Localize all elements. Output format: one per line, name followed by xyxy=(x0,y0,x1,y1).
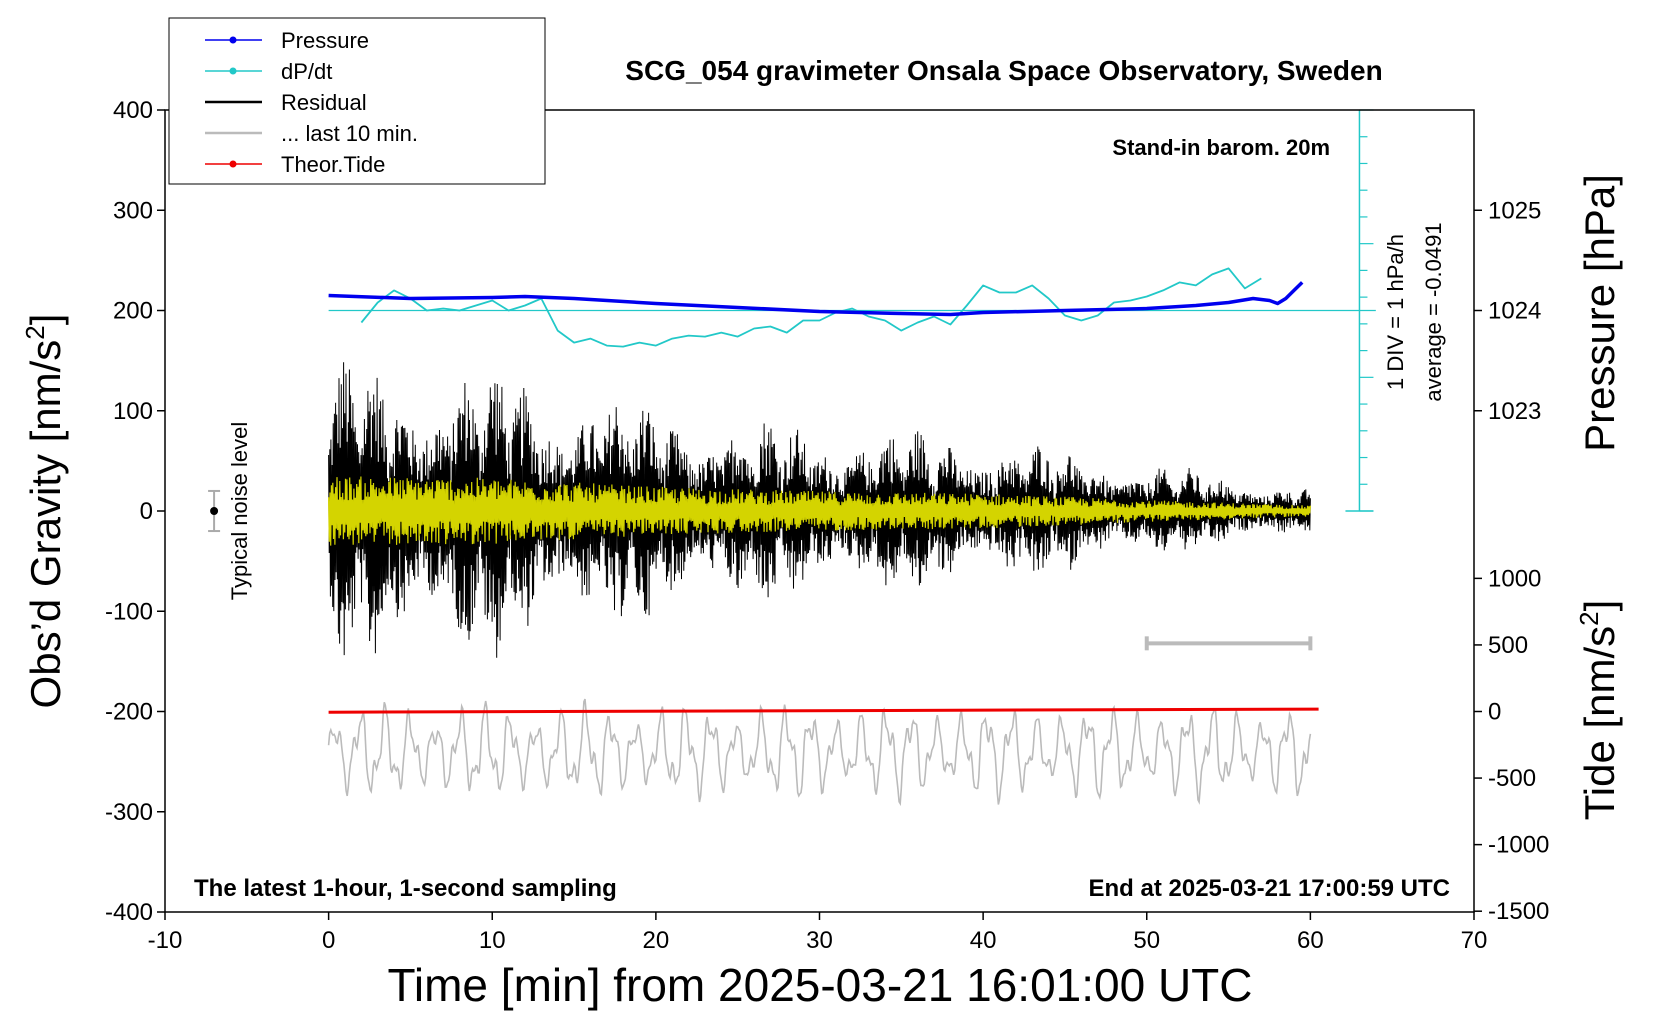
y-axis-title-left: Obs’d Gravity [nm/s2] xyxy=(20,314,69,709)
bottom-left-annotation: The latest 1-hour, 1-second sampling xyxy=(194,875,617,902)
x-tick-label: 60 xyxy=(1297,927,1324,954)
y-axis-title-tide-sup: 2 xyxy=(1574,611,1604,625)
y-tick-label: -400 xyxy=(105,899,153,926)
x-tick-label: -10 xyxy=(148,927,183,954)
x-tick-label: 10 xyxy=(479,927,506,954)
pressure-tick-label: 1024 xyxy=(1488,298,1541,325)
y-tick-label: -300 xyxy=(105,799,153,826)
bottom-right-annotation: End at 2025-03-21 17:00:59 UTC xyxy=(1089,875,1451,902)
x-tick-label: 20 xyxy=(643,927,670,954)
y-axis-title-pressure: Pressure [hPa] xyxy=(1576,174,1623,452)
y-axis-title-left-sup: 2 xyxy=(20,325,50,339)
last-10-min-line xyxy=(327,698,1312,807)
legend-items: Pressure dP/dt Residual ... last 10 min. The… xyxy=(205,28,418,177)
y-axis-title-tide-main: Tide [nm/s xyxy=(1576,626,1623,821)
y-tick-label: 0 xyxy=(140,498,153,525)
tide-tick-label: 0 xyxy=(1488,699,1501,726)
legend: Pressure dP/dt Residual ... last 10 min. The… xyxy=(168,17,546,185)
y-tick-label: -200 xyxy=(105,699,153,726)
y-tick-label: 200 xyxy=(113,298,153,325)
tide-tick-label: -500 xyxy=(1488,765,1536,792)
x-tick-label: 0 xyxy=(322,927,335,954)
x-axis-title: Time [min] from 2025-03-21 16:01:00 UTC xyxy=(388,959,1253,1011)
x-tick-label: 50 xyxy=(1133,927,1160,954)
legend-marker-1 xyxy=(229,67,237,75)
pressure-tick-label: 1023 xyxy=(1488,398,1541,425)
y-tick-label: 100 xyxy=(113,398,153,425)
legend-label-1: dP/dt xyxy=(281,59,332,84)
residual-line xyxy=(328,362,1311,658)
x-tick-label: 70 xyxy=(1461,927,1488,954)
dpdt-average-annotation: average = -0.0491 xyxy=(1421,222,1446,401)
y-tick-label: 300 xyxy=(113,197,153,224)
traces-layer xyxy=(208,109,1376,807)
y-axis-title-tide-end: ] xyxy=(1576,600,1623,612)
y-axis-title-tide: Tide [nm/s2] xyxy=(1574,600,1623,821)
barometer-annotation: Stand-in barom. 20m xyxy=(1112,135,1330,160)
pressure-tick-label: 1025 xyxy=(1488,197,1541,224)
legend-label-2: Residual xyxy=(281,90,367,115)
dpdt-scale-annotation: 1 DIV = 1 hPa/h xyxy=(1383,234,1408,390)
y-axis-title-left-main: Obs’d Gravity [nm/s xyxy=(22,340,69,709)
legend-label-3: ... last 10 min. xyxy=(281,121,418,146)
noise-bar-center xyxy=(210,507,219,515)
theor-tide-line xyxy=(328,707,1319,714)
noise-level-annotation: Typical noise level xyxy=(227,422,252,601)
pressure-line xyxy=(328,281,1304,317)
y-tick-label: -100 xyxy=(105,598,153,625)
x-tick-label: 40 xyxy=(970,927,997,954)
y-tick-label: 400 xyxy=(113,97,153,124)
x-tick-label: 30 xyxy=(806,927,833,954)
legend-label-4: Theor.Tide xyxy=(281,152,385,177)
axes-layer: -10 0 10 20 30 40 50 60 704003002001000-100-200-… xyxy=(105,97,1549,954)
tide-tick-label: -1000 xyxy=(1488,832,1549,859)
tide-tick-label: 1000 xyxy=(1488,565,1541,592)
tide-tick-label: 500 xyxy=(1488,632,1528,659)
tide-tick-label: -1500 xyxy=(1488,898,1549,925)
y-axis-title-left-end: ] xyxy=(22,314,69,326)
chart-title: SCG_054 gravimeter Onsala Space Observat… xyxy=(625,55,1382,86)
legend-marker-0 xyxy=(229,36,237,44)
legend-label-0: Pressure xyxy=(281,28,369,53)
residual-filtered-line xyxy=(328,476,1311,546)
legend-marker-4 xyxy=(229,160,237,168)
dpdt-line xyxy=(360,267,1262,348)
